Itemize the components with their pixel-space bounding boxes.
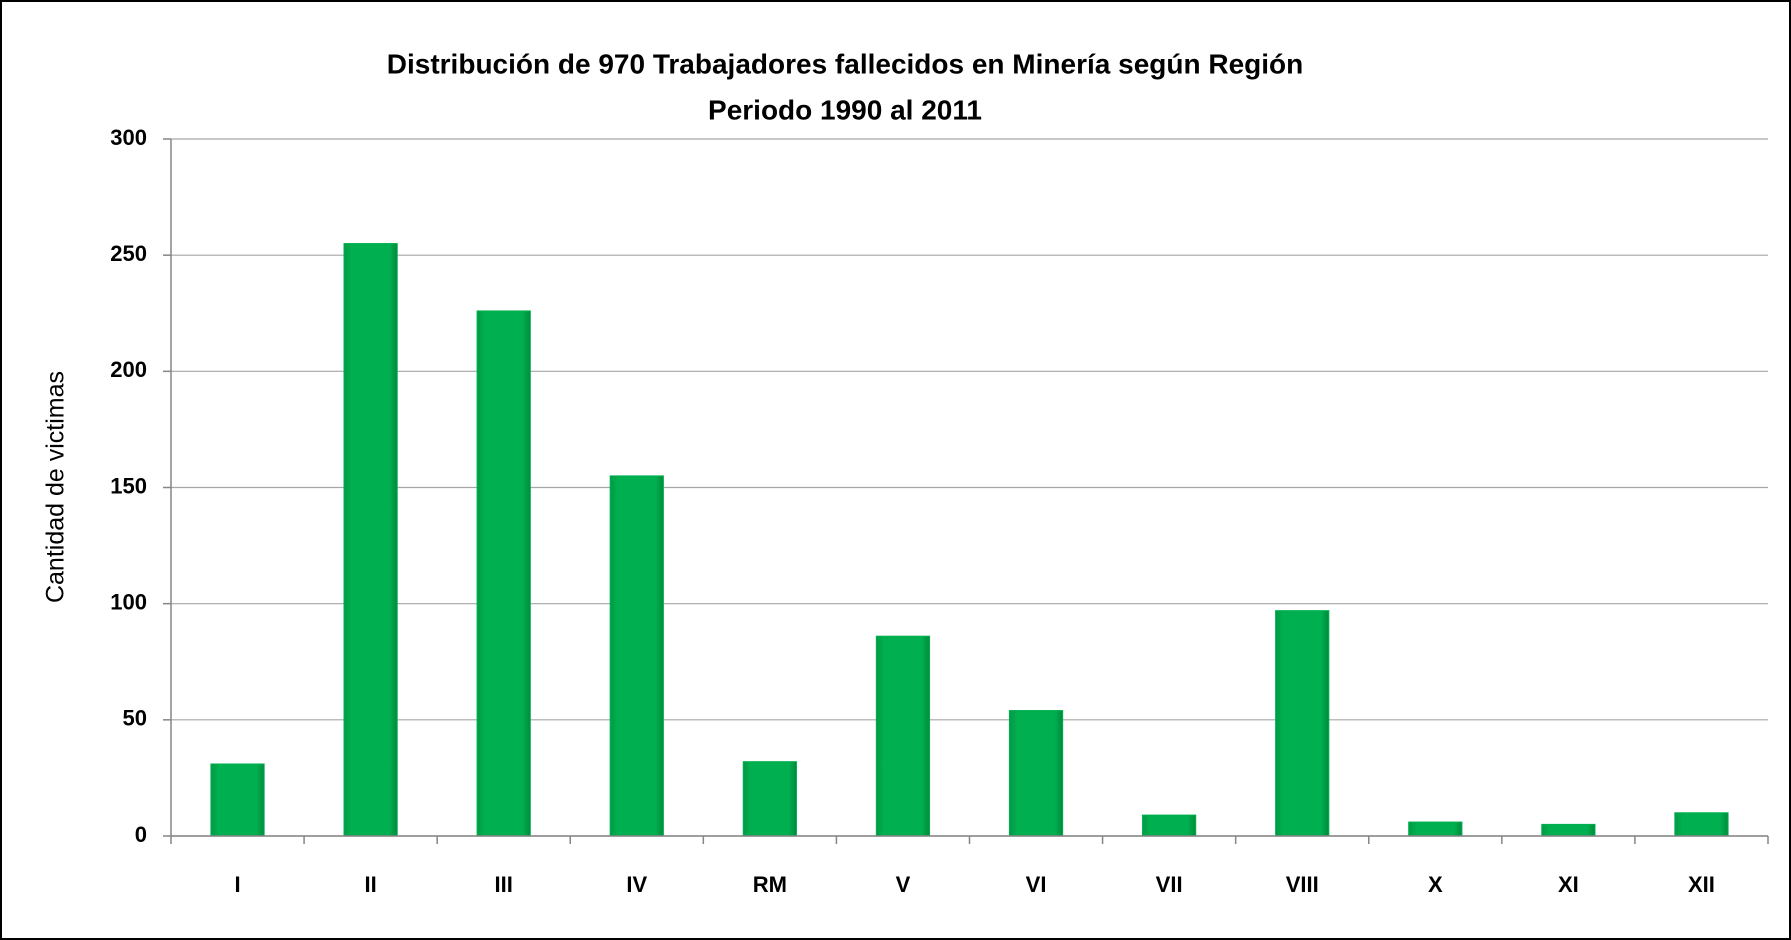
bar bbox=[476, 310, 531, 837]
y-tick-label: 150 bbox=[110, 473, 147, 498]
x-tick-label: IV bbox=[626, 872, 647, 897]
bar bbox=[1275, 610, 1330, 837]
bar bbox=[1008, 710, 1064, 837]
y-tick-label: 0 bbox=[135, 822, 147, 847]
bar bbox=[1674, 812, 1729, 837]
bar bbox=[742, 761, 797, 837]
bar bbox=[1142, 814, 1197, 837]
x-tick-label: XII bbox=[1688, 872, 1715, 897]
x-tick-label: VII bbox=[1156, 872, 1183, 897]
y-tick-label: 100 bbox=[110, 589, 147, 614]
chart-subtitle: Periodo 1990 al 2011 bbox=[708, 94, 982, 125]
x-tick-label: VIII bbox=[1286, 872, 1319, 897]
y-tick-label: 200 bbox=[110, 357, 147, 382]
chart-title: Distribución de 970 Trabajadores falleci… bbox=[387, 48, 1303, 79]
bar bbox=[343, 243, 398, 837]
bar bbox=[1541, 823, 1596, 837]
bar bbox=[1408, 821, 1463, 837]
x-tick-label: VI bbox=[1026, 872, 1047, 897]
bars bbox=[210, 243, 1729, 837]
bar bbox=[609, 475, 664, 837]
bar bbox=[875, 635, 931, 837]
y-tick-label: 50 bbox=[123, 706, 147, 731]
y-tick-label: 250 bbox=[110, 241, 147, 266]
x-tick-label: RM bbox=[753, 872, 787, 897]
x-tick-label: X bbox=[1428, 872, 1443, 897]
y-axis-label: Cantidad de victimas bbox=[42, 371, 70, 603]
x-tick-label: XI bbox=[1558, 872, 1579, 897]
x-tick-label: III bbox=[495, 872, 513, 897]
x-tick-label: II bbox=[365, 872, 377, 897]
x-tick-label: I bbox=[234, 872, 240, 897]
x-tick-label: V bbox=[896, 872, 911, 897]
bar bbox=[210, 763, 265, 837]
y-tick-label: 300 bbox=[110, 125, 147, 150]
